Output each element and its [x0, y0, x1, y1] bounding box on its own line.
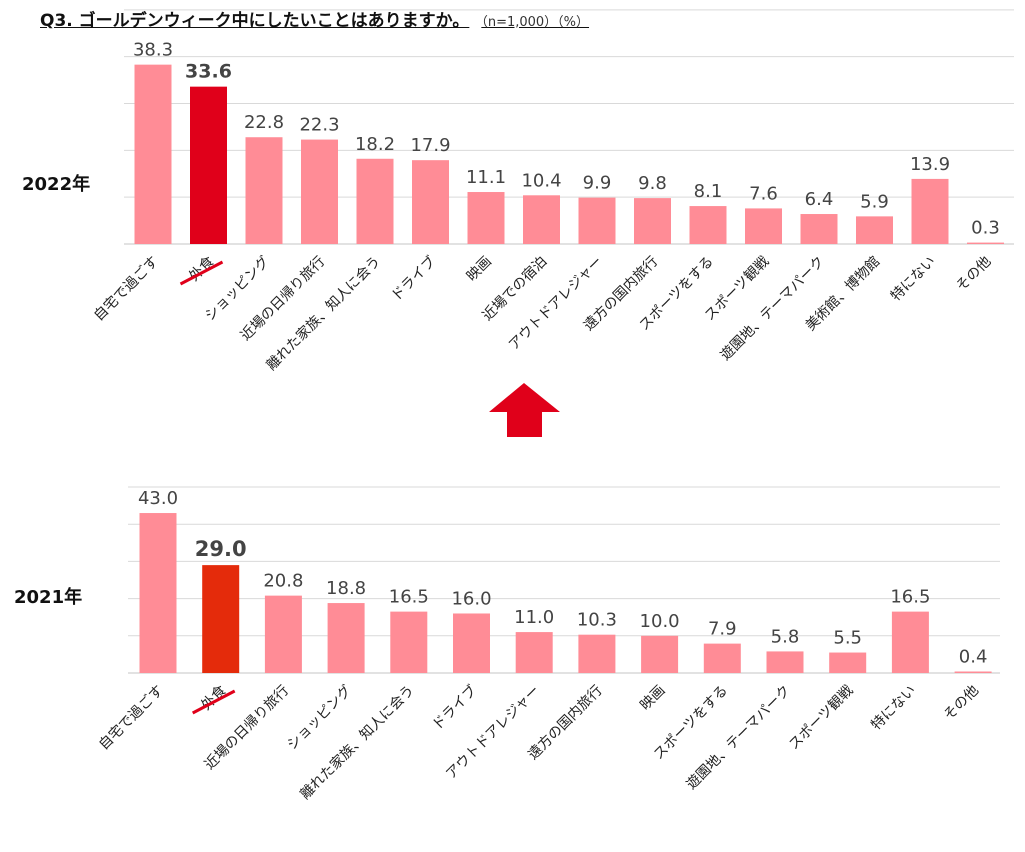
- value-label-2022-7: 10.4: [521, 170, 561, 191]
- value-label-2021-4: 16.5: [389, 587, 429, 608]
- value-label-2021-10: 5.8: [771, 626, 800, 647]
- bar-2022-8: [578, 197, 616, 244]
- bar-2022-14: [911, 178, 949, 244]
- bar-2021-12: [891, 611, 929, 673]
- category-label-2022-0: 自宅で過ごす: [91, 254, 162, 325]
- category-label-2022-8: アウトドアレジャー: [506, 254, 606, 354]
- category-label-2022-15: その他: [953, 254, 994, 295]
- category-label-2021-13: その他: [941, 683, 982, 724]
- value-label-2022-5: 17.9: [410, 135, 450, 156]
- value-label-2022-2: 22.8: [244, 112, 284, 133]
- value-label-2022-8: 9.9: [583, 173, 612, 194]
- bar-2022-3: [301, 139, 338, 244]
- value-label-2021-3: 18.8: [326, 578, 366, 599]
- value-label-2022-15: 0.3: [971, 218, 1000, 239]
- value-label-2022-10: 8.1: [694, 181, 723, 202]
- category-label-2021-8: 映画: [637, 683, 668, 714]
- value-label-2022-9: 9.8: [638, 173, 667, 194]
- bar-2021-11: [829, 652, 867, 673]
- value-label-2021-6: 11.0: [514, 607, 554, 628]
- sample-note: （n=1,000）（%）: [481, 15, 590, 30]
- value-label-2021-5: 16.0: [451, 588, 491, 609]
- value-label-2022-14: 13.9: [910, 154, 950, 175]
- bar-2022-0: [134, 64, 172, 244]
- value-label-2021-13: 0.4: [959, 647, 988, 668]
- bar-2022-5: [412, 160, 449, 244]
- bar-2022-10: [689, 206, 727, 244]
- value-label-2021-7: 10.3: [577, 610, 617, 631]
- bar-2022-4: [356, 158, 394, 244]
- bar-2021-2: [264, 595, 302, 673]
- bar-2022-12: [800, 214, 838, 244]
- chart-title: Q3. ゴールデンウィーク中にしたいことはありますか。 （n=1,000）（%）: [40, 6, 589, 31]
- value-label-2022-0: 38.3: [133, 40, 173, 61]
- bar-2021-0: [139, 513, 177, 673]
- value-label-2022-11: 7.6: [749, 183, 778, 204]
- value-label-2022-13: 5.9: [860, 191, 889, 212]
- value-label-2021-2: 20.8: [263, 571, 303, 592]
- value-label-2021-11: 5.5: [833, 628, 862, 649]
- category-label-2022-4: 離れた家族、知人に会う: [263, 253, 384, 374]
- bar-2021-4: [390, 611, 428, 673]
- bar-2022-15: [967, 242, 1004, 244]
- category-label-2021-4: 離れた家族、知人に会う: [297, 682, 418, 803]
- bar-2022-11: [745, 208, 782, 244]
- value-label-2021-9: 7.9: [708, 619, 737, 640]
- category-label-2022-12: 遊園地、テーマパーク: [718, 254, 828, 364]
- bar-2021-7: [578, 634, 616, 673]
- bar-2022-9: [634, 198, 671, 244]
- category-label-2022-5: ドライブ: [388, 253, 440, 305]
- bar-2021-8: [641, 635, 679, 673]
- bar-2022-13: [856, 216, 893, 244]
- bar-2021-10: [766, 651, 804, 673]
- bar-2021-5: [453, 613, 490, 673]
- bar-2022-7: [523, 195, 560, 244]
- category-label-2022-6: 映画: [464, 254, 495, 285]
- bar-2021-13: [954, 671, 992, 673]
- value-label-2022-4: 18.2: [355, 134, 395, 155]
- category-label-2021-5: ドライブ: [429, 682, 481, 734]
- year-label-2021: 2021年: [14, 587, 83, 608]
- bar-2022-2: [245, 137, 283, 244]
- value-label-2022-6: 11.1: [466, 167, 506, 188]
- category-label-2022-14: 特にない: [888, 254, 939, 305]
- category-label-2021-3: ショッピング: [284, 683, 355, 754]
- bar-2021-3: [327, 603, 365, 673]
- bar-2021-1: [202, 565, 240, 673]
- value-label-2022-1: 33.6: [185, 61, 232, 83]
- bar-2021-6: [515, 632, 553, 673]
- highlight-mark-2021: [192, 689, 236, 715]
- bar-2022-6: [467, 192, 505, 244]
- up-arrow-icon: [489, 383, 560, 437]
- category-label-2021-12: 特にない: [868, 683, 919, 734]
- bar-2022-1: [190, 86, 227, 244]
- value-label-2021-8: 10.0: [640, 611, 680, 632]
- value-label-2021-12: 16.5: [890, 587, 930, 608]
- question-text: Q3. ゴールデンウィーク中にしたいことはありますか。: [40, 11, 470, 31]
- highlight-mark-2022: [179, 260, 224, 286]
- year-label-2022: 2022年: [22, 174, 91, 195]
- value-label-2022-12: 6.4: [805, 189, 834, 210]
- category-label-2021-11: スポーツ観戦: [785, 682, 856, 753]
- category-label-2021-10: 遊園地、テーマパーク: [684, 683, 794, 793]
- value-label-2022-3: 22.3: [299, 115, 339, 136]
- value-label-2021-0: 43.0: [138, 488, 178, 509]
- bar-2021-9: [703, 643, 741, 673]
- category-label-2021-0: 自宅で過ごす: [96, 683, 167, 754]
- value-label-2021-1: 29.0: [195, 537, 247, 561]
